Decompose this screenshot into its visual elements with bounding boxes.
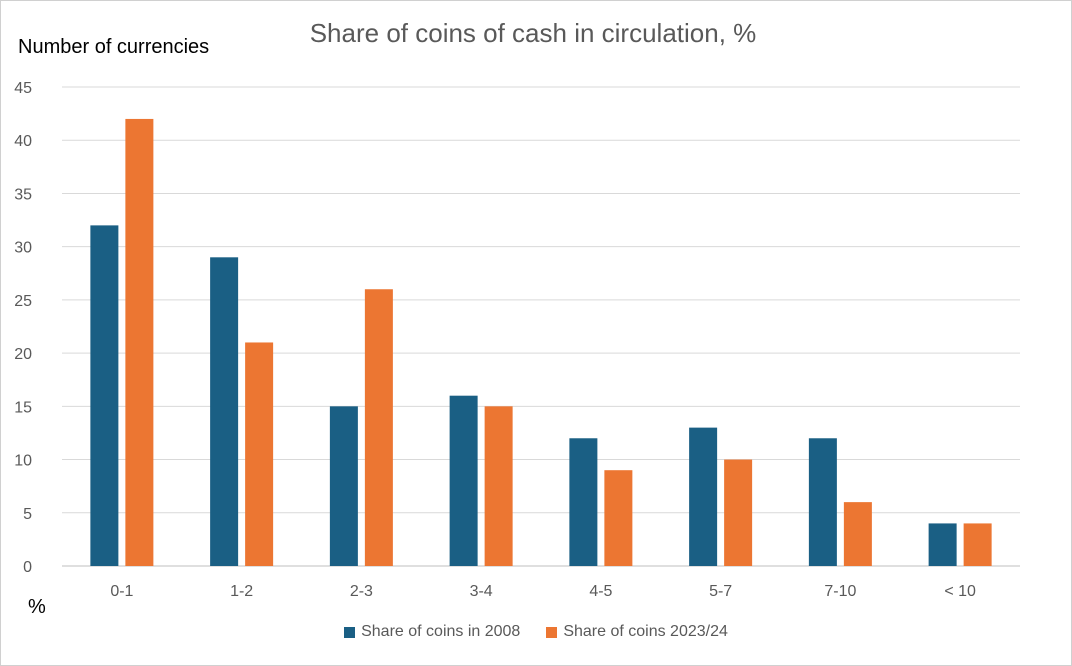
x-tick-label: 7-10 — [824, 583, 856, 600]
y-tick-label: 25 — [14, 293, 32, 310]
legend: Share of coins in 2008 Share of coins 20… — [0, 623, 1072, 641]
y-tick-label: 10 — [14, 453, 32, 470]
x-tick-label: 2-3 — [350, 583, 373, 600]
bar-2008-10 — [928, 523, 957, 566]
x-tick-label: 1-2 — [230, 583, 253, 600]
bar-2008-7-10 — [808, 438, 837, 566]
bar-2023-24-3-4 — [484, 406, 513, 566]
bar-2008-3-4 — [449, 395, 478, 566]
y-tick-label: 20 — [14, 346, 32, 363]
x-tick-label: 0-1 — [110, 583, 133, 600]
y-tick-label: 45 — [14, 80, 32, 97]
bar-2023-24-5-7 — [724, 459, 753, 566]
bar-2023-24-10 — [963, 523, 992, 566]
legend-item-2023-24: Share of coins 2023/24 — [546, 623, 728, 641]
y-tick-label: 5 — [23, 506, 32, 523]
legend-label-2008: Share of coins in 2008 — [361, 623, 521, 640]
bar-2023-24-0-1 — [125, 118, 154, 566]
chart-title: Share of coins of cash in circulation, % — [309, 18, 757, 48]
bar-2023-24-7-10 — [843, 502, 872, 566]
y-tick-label: 35 — [14, 186, 32, 203]
bar-2023-24-4-5 — [604, 470, 633, 566]
bar-2023-24-2-3 — [364, 289, 393, 566]
x-tick-label: < 10 — [944, 583, 976, 600]
y-tick-label: 0 — [23, 559, 32, 576]
y-tick-label: 30 — [14, 240, 32, 257]
bar-2008-1-2 — [210, 257, 239, 566]
legend-swatch-2023-24 — [546, 626, 558, 638]
legend-item-2008: Share of coins in 2008 — [344, 623, 520, 641]
x-axis-label: % — [28, 596, 46, 618]
bar-2008-2-3 — [329, 406, 358, 566]
x-tick-label: 3-4 — [470, 583, 493, 600]
y-axis-label: Number of currencies — [18, 36, 210, 58]
bar-2023-24-1-2 — [245, 342, 274, 566]
bar-2008-0-1 — [90, 225, 119, 566]
legend-swatch-2008 — [344, 626, 356, 638]
x-tick-label: 5-7 — [709, 583, 732, 600]
y-tick-label: 15 — [14, 399, 32, 416]
legend-label-2023-24: Share of coins 2023/24 — [563, 623, 728, 640]
x-tick-label: 4-5 — [589, 583, 612, 600]
bar-2008-5-7 — [689, 427, 718, 566]
y-tick-label: 40 — [14, 133, 32, 150]
bar-2008-4-5 — [569, 438, 598, 566]
